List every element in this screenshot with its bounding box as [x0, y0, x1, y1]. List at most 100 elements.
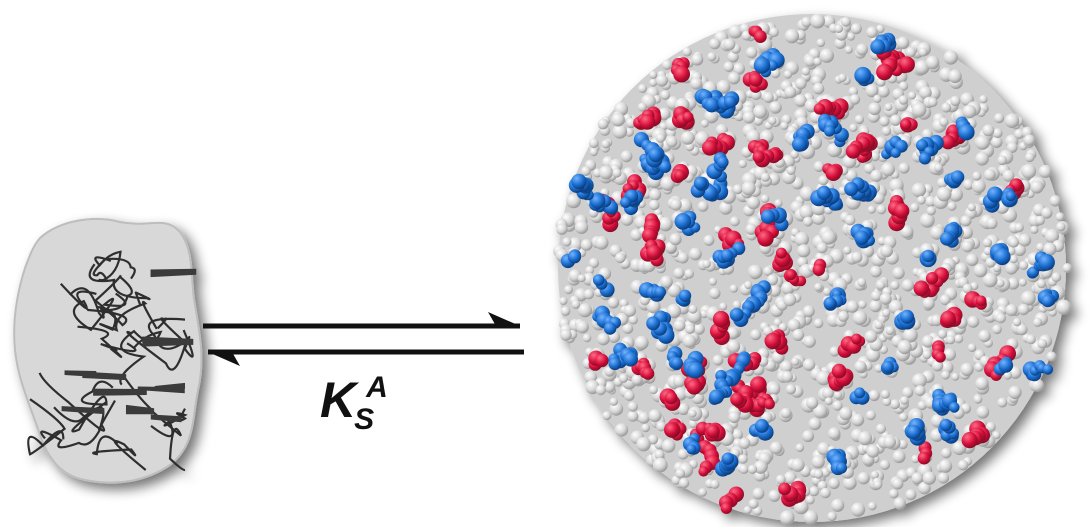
surface-residue	[1044, 228, 1060, 244]
surface-residue	[880, 244, 893, 258]
surface-residue	[879, 116, 890, 127]
surface-residue	[775, 474, 786, 485]
surface-residue	[689, 247, 702, 261]
surface-residue	[816, 370, 831, 386]
surface-residue	[597, 332, 610, 346]
surface-residue	[963, 179, 974, 190]
surface-residue	[883, 435, 896, 449]
charged-residue-red	[682, 111, 694, 123]
surface-residue	[791, 357, 800, 366]
surface-residue	[654, 449, 665, 460]
surface-residue	[996, 278, 1005, 288]
surface-residue	[898, 162, 910, 174]
surface-residue	[914, 60, 930, 75]
surface-residue	[712, 354, 724, 366]
surface-residue	[660, 275, 673, 289]
charged-residue-red	[686, 379, 702, 395]
surface-residue	[700, 119, 709, 128]
surface-residue	[808, 417, 822, 431]
charged-residue-blue	[687, 361, 704, 379]
surface-residue	[794, 94, 807, 107]
charged-residue-red	[674, 169, 686, 182]
charged-residue-blue	[1041, 294, 1055, 308]
surface-residue	[882, 397, 892, 407]
surface-residue	[1003, 370, 1013, 380]
charged-residue-red	[702, 140, 718, 156]
surface-residue	[865, 84, 879, 98]
surface-residue	[828, 477, 840, 490]
surface-residue	[844, 214, 856, 226]
surface-residue	[794, 231, 809, 247]
surface-residue	[660, 90, 671, 100]
charged-residue-blue	[592, 274, 605, 286]
surface-residue	[709, 287, 721, 300]
charged-residue-blue	[987, 186, 1004, 203]
surface-residue	[652, 457, 668, 473]
surface-residue	[1021, 163, 1037, 179]
surface-residue	[746, 196, 761, 210]
surface-residue	[612, 124, 628, 139]
surface-residue	[809, 486, 820, 497]
surface-residue	[666, 303, 682, 319]
surface-residue	[753, 460, 768, 474]
surface-residue	[780, 360, 793, 374]
surface-residue	[707, 52, 717, 62]
surface-residue	[890, 399, 900, 410]
surface-residue	[1062, 263, 1072, 273]
surface-residue	[716, 80, 731, 94]
surface-residue	[813, 318, 824, 329]
surface-residue	[577, 274, 586, 283]
beta-sheet	[137, 386, 185, 394]
surface-residue	[1013, 243, 1026, 257]
surface-residue	[649, 188, 662, 201]
surface-residue	[582, 333, 592, 343]
charged-residue-blue	[603, 322, 617, 335]
surface-residue	[874, 320, 883, 330]
constant-superscript: A	[366, 371, 388, 404]
surface-residue	[868, 389, 880, 402]
surface-residue	[978, 329, 991, 343]
surface-residue	[858, 431, 873, 446]
surface-residue	[1056, 299, 1072, 315]
charged-residue-blue	[890, 147, 901, 158]
ribbon-strand	[88, 263, 151, 307]
surface-residue	[900, 396, 909, 405]
surface-residue	[709, 38, 721, 50]
surface-residue	[803, 510, 818, 525]
surface-residue	[827, 511, 837, 522]
surface-residue	[846, 300, 859, 313]
surface-residue	[975, 376, 989, 391]
surface-residue	[609, 397, 618, 406]
surface-residue	[559, 296, 568, 306]
surface-residue	[760, 194, 770, 204]
surface-residue	[738, 437, 751, 450]
surface-residue	[821, 229, 836, 245]
surface-residue	[649, 70, 658, 79]
forward-arrow-head	[488, 312, 520, 326]
surface-residue	[1008, 237, 1019, 248]
surface-residue	[625, 117, 637, 129]
surface-residue	[892, 450, 906, 464]
charged-residue-blue	[949, 402, 960, 413]
surface-residue	[908, 91, 917, 100]
surface-residue	[1019, 260, 1029, 270]
surface-residue	[858, 300, 867, 309]
surface-residue	[937, 329, 948, 339]
charged-residue-red	[757, 230, 774, 247]
surface-residue	[768, 382, 781, 396]
surface-residue	[983, 246, 993, 256]
surface-residue	[699, 309, 709, 319]
surface-residue	[843, 246, 852, 255]
surface-residue	[727, 51, 739, 63]
surface-residue	[661, 439, 676, 453]
surface-residue	[1018, 233, 1032, 247]
surface-residue	[896, 36, 910, 50]
surface-residue	[580, 166, 591, 177]
surface-residue	[649, 78, 658, 87]
surface-residue	[954, 334, 964, 344]
surface-residue	[803, 335, 816, 348]
surface-residue	[975, 152, 989, 166]
surface-residue	[728, 24, 743, 39]
surface-residue	[816, 242, 828, 254]
charged-residue-blue	[835, 462, 848, 474]
